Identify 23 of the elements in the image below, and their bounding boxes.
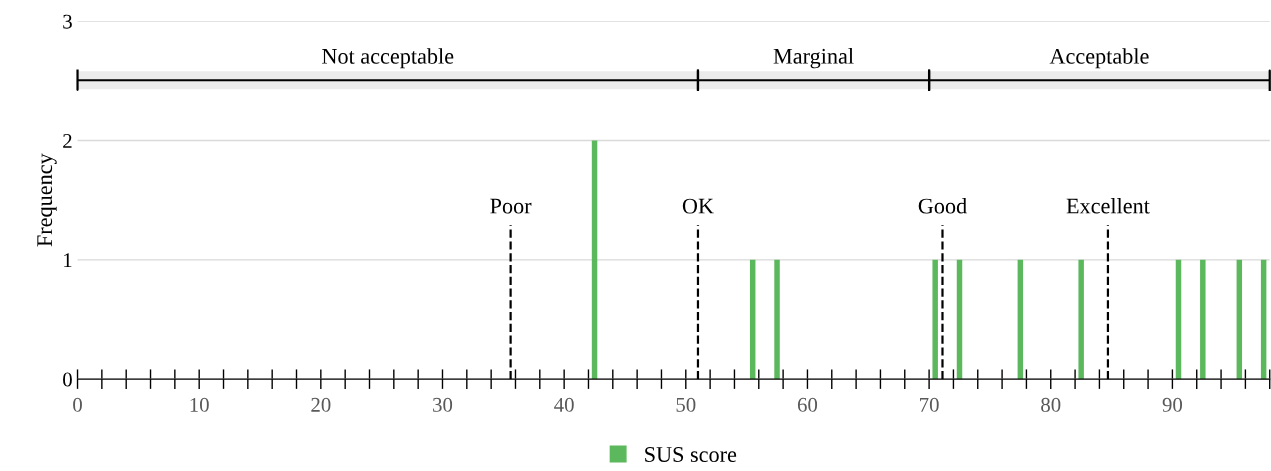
- x-tick-label: 30: [433, 397, 453, 412]
- x-tick-label: 20: [311, 397, 331, 412]
- x-tick-label: 0: [73, 397, 82, 412]
- ref-line-label: Excellent: [1066, 197, 1150, 214]
- y-tick-label: 3: [63, 14, 72, 29]
- band-label: Not acceptable: [322, 48, 454, 69]
- x-tick-label: 80: [1041, 397, 1061, 412]
- x-tick-label: 10: [190, 397, 209, 412]
- band-label: Marginal: [773, 48, 854, 69]
- x-tick-label: 40: [554, 397, 574, 412]
- ref-line-label: OK: [682, 198, 714, 214]
- y-axis-title: Frequency: [37, 153, 57, 247]
- y-tick-label: 2: [63, 133, 72, 148]
- x-tick-label: 70: [920, 397, 939, 412]
- ref-line-label: Good: [918, 197, 967, 214]
- x-tick-label: 60: [797, 397, 818, 412]
- x-tick-label: 50: [676, 397, 696, 412]
- legend-label: SUS score: [645, 447, 737, 463]
- ref-line-label: Poor: [490, 198, 532, 214]
- band-label: Acceptable: [1049, 48, 1149, 69]
- y-tick-label: 0: [63, 372, 72, 387]
- x-tick-label: 90: [1162, 397, 1183, 412]
- y-tick-label: 1: [64, 253, 72, 268]
